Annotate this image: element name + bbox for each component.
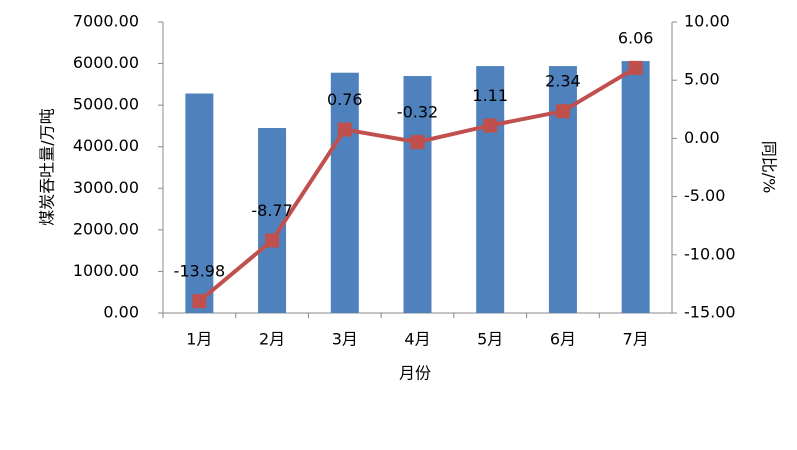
data-label: 0.76	[327, 90, 363, 109]
x-tick-label: 5月	[477, 330, 503, 349]
x-tick-label: 3月	[332, 330, 358, 349]
data-label: -13.98	[174, 262, 226, 281]
x-axis-title: 月份	[399, 364, 431, 383]
marker	[192, 294, 207, 309]
data-label: 2.34	[545, 72, 581, 91]
marker	[555, 104, 570, 119]
y-tick-label: 3000.00	[73, 178, 139, 197]
x-tick-label: 7月	[623, 330, 649, 349]
marker	[628, 60, 643, 75]
data-label: 1.11	[472, 86, 508, 105]
y-tick-label: 2000.00	[73, 219, 139, 238]
marker	[337, 122, 352, 137]
x-tick-label: 4月	[404, 330, 430, 349]
bar	[185, 93, 214, 313]
data-label: -0.32	[397, 103, 438, 122]
y2-tick-label: 5.00	[684, 70, 720, 89]
data-label: -8.77	[251, 201, 292, 220]
y2-tick-label: -15.00	[684, 303, 736, 322]
y-tick-label: 0.00	[103, 303, 139, 322]
y-axis-title: 煤炭吞吐量/万吨	[38, 108, 57, 225]
x-tick-label: 6月	[550, 330, 576, 349]
y2-tick-label: 0.00	[684, 128, 720, 147]
y2-tick-label: -5.00	[684, 186, 725, 205]
y-tick-label: 4000.00	[73, 136, 139, 155]
bar	[258, 128, 287, 313]
y-tick-label: 5000.00	[73, 95, 139, 114]
y2-axis-title: 同比/%	[760, 141, 779, 194]
data-label: 6.06	[618, 28, 654, 47]
y-tick-label: 6000.00	[73, 53, 139, 72]
y-tick-label: 7000.00	[73, 12, 139, 31]
x-tick-label: 1月	[186, 330, 212, 349]
marker	[483, 118, 498, 133]
bar	[403, 76, 432, 314]
y2-tick-label: 10.00	[684, 12, 730, 31]
bar	[476, 66, 505, 314]
bar	[330, 72, 359, 314]
bar	[621, 61, 650, 313]
y-tick-label: 1000.00	[73, 261, 139, 280]
marker	[410, 135, 425, 150]
x-tick-label: 2月	[259, 330, 285, 349]
y2-tick-label: -10.00	[684, 244, 736, 263]
marker	[265, 233, 280, 248]
